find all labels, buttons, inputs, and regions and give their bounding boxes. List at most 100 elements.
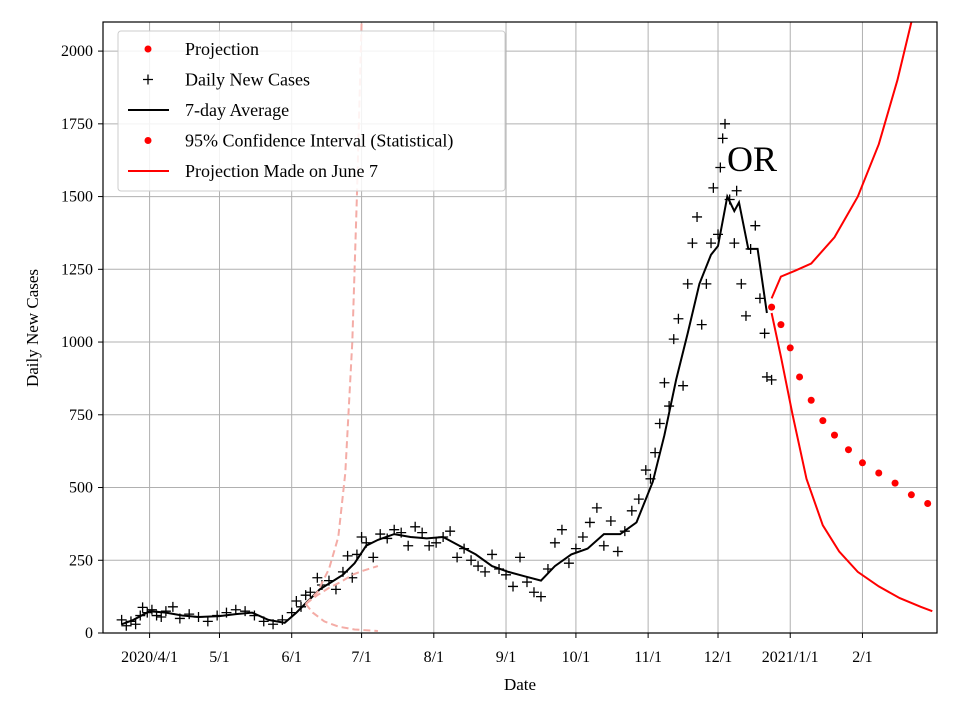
daily-new-cases-point — [754, 293, 765, 304]
daily-new-cases-point — [720, 118, 731, 129]
daily-new-cases-point — [708, 182, 719, 193]
x-tick-label: 5/1 — [209, 649, 229, 666]
projection-point — [796, 373, 804, 381]
daily-new-cases-point — [692, 211, 703, 222]
daily-new-cases-point — [452, 552, 463, 563]
x-axis-title: Date — [504, 675, 536, 694]
x-tick-label: 11/1 — [634, 649, 662, 666]
legend-label-projection: Projection — [185, 39, 259, 59]
projection-point — [768, 303, 776, 311]
projection-point — [924, 500, 932, 508]
daily-new-cases-point — [508, 581, 519, 592]
daily-new-cases-point — [202, 616, 213, 627]
daily-new-cases-point — [130, 619, 141, 630]
daily-new-cases-point — [626, 505, 637, 516]
daily-new-cases-point — [515, 552, 525, 563]
legend-label-7-day-average: 7-day Average — [185, 100, 289, 120]
projection-made-on-june-7-line — [304, 603, 378, 632]
projection-made-on-june-7-line — [305, 565, 379, 605]
x-tick-label: 10/1 — [562, 649, 590, 666]
daily-new-cases-point — [687, 238, 698, 249]
daily-new-cases-point — [766, 374, 777, 385]
projection-point — [807, 396, 815, 404]
projection-point — [777, 321, 785, 329]
projection-point — [844, 446, 852, 454]
x-tick-label: 8/1 — [424, 649, 444, 666]
daily-new-cases-point — [312, 572, 323, 583]
daily-new-cases-point — [659, 377, 670, 388]
95-confidence-interval-statistical-line — [770, 22, 913, 299]
daily-new-cases-point — [549, 537, 560, 548]
daily-new-cases-point — [410, 521, 421, 532]
daily-new-cases-point — [368, 552, 379, 563]
daily-new-cases-point — [673, 313, 684, 324]
daily-new-cases-point — [591, 502, 602, 513]
daily-new-cases-point — [160, 606, 171, 617]
daily-new-cases-point — [640, 465, 651, 476]
daily-new-cases-point — [403, 540, 414, 551]
legend-label-daily-new-cases: Daily New Cases — [185, 70, 310, 90]
daily-new-cases-point — [729, 238, 740, 249]
daily-new-cases-point — [424, 540, 435, 551]
projection-point — [907, 491, 915, 499]
daily-new-cases-point — [342, 550, 353, 561]
x-tick-label: 6/1 — [281, 649, 301, 666]
x-tick-label: 2021/1/1 — [762, 649, 819, 666]
daily-new-cases-point — [717, 133, 728, 144]
projection-point — [830, 431, 838, 439]
series-group — [116, 22, 933, 632]
daily-new-cases-point — [389, 524, 400, 535]
axis-ticks: 2020/4/1 5/1 6/1 7/1 8/1 9/1 10/1 11/1 12/1 2021/… — [61, 43, 873, 666]
x-tick-label: 9/1 — [496, 649, 516, 666]
y-tick-label: 1750 — [61, 116, 93, 133]
y-tick-label: 250 — [69, 552, 93, 569]
legend-box — [117, 30, 506, 192]
daily-new-cases-point — [668, 334, 679, 345]
projection-point — [786, 344, 794, 352]
y-tick-label: 2000 — [61, 43, 93, 60]
daily-new-cases-point — [528, 587, 539, 598]
daily-new-cases-point — [184, 609, 195, 620]
daily-new-cases-point — [330, 584, 341, 595]
daily-new-cases-point — [473, 561, 484, 572]
95-confidence-interval-statistical-line — [770, 312, 933, 613]
x-tick-label: 7/1 — [351, 649, 371, 666]
daily-new-cases-point — [736, 278, 747, 289]
daily-new-cases-point — [291, 595, 302, 606]
daily-new-cases-point — [715, 162, 726, 173]
daily-new-cases-point — [654, 418, 665, 429]
daily-new-cases-point — [713, 229, 724, 240]
y-tick-label: 0 — [85, 625, 93, 642]
daily-new-cases-point — [678, 380, 689, 391]
daily-new-cases-point — [156, 611, 167, 622]
daily-new-cases-point — [240, 606, 251, 617]
x-tick-label: 12/1 — [704, 649, 732, 666]
daily-new-cases-point — [535, 591, 546, 602]
daily-new-cases-point — [230, 604, 241, 615]
daily-new-cases-point — [137, 602, 148, 613]
daily-new-cases-point — [650, 447, 661, 458]
daily-new-cases-point — [167, 601, 178, 612]
daily-new-cases-point — [759, 328, 770, 339]
y-tick-label: 1000 — [61, 334, 93, 351]
daily-new-cases-point — [706, 238, 717, 249]
projection-point — [891, 479, 899, 487]
daily-new-cases-point — [375, 529, 386, 540]
daily-new-cases-point — [598, 540, 609, 551]
annotation-or: OR — [727, 139, 777, 179]
daily-new-cases-point — [584, 517, 595, 528]
daily-new-cases-point — [633, 494, 644, 505]
legend-label-projection-made-on-june-7: Projection Made on June 7 — [185, 161, 378, 181]
daily-new-cases-point — [750, 220, 761, 231]
daily-new-cases-point — [605, 515, 616, 526]
daily-new-cases-point — [740, 310, 751, 321]
daily-new-cases-point — [612, 546, 623, 557]
legend-label-95-confidence-interval-statistical: 95% Confidence Interval (Statistical) — [185, 131, 453, 152]
y-tick-label: 1250 — [61, 261, 93, 278]
daily-new-cases-point — [563, 558, 574, 569]
daily-new-cases-point — [556, 524, 567, 535]
daily-new-cases-point — [431, 537, 442, 548]
daily-new-cases-point — [466, 555, 477, 566]
daily-new-cases-point — [445, 526, 456, 537]
